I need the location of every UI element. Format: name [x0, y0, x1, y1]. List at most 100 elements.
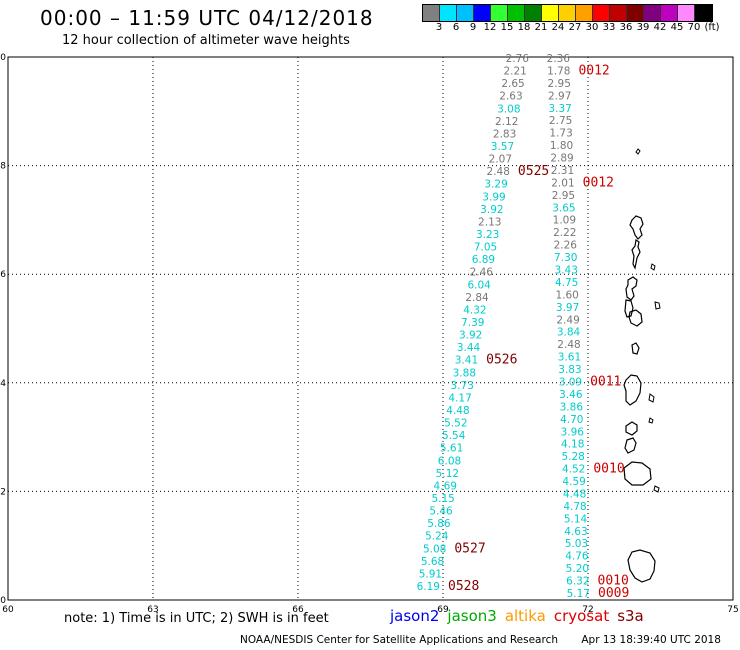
y-tick-label: 6	[0, 270, 6, 280]
wave-height-value: 3.97	[556, 302, 579, 314]
legend-tick: 18	[517, 22, 531, 33]
legend-swatch	[644, 5, 661, 21]
wave-height-value: 5.68	[421, 556, 444, 568]
pass-time-label: 0009	[598, 586, 629, 601]
altimeter-tracks: 2.762.212.652.633.082.122.833.572.072.48…	[417, 53, 630, 601]
legend-swatch	[627, 5, 644, 21]
wave-height-value: 3.57	[491, 141, 514, 153]
wave-height-value: 4.48	[563, 488, 586, 500]
legend-swatch	[593, 5, 610, 21]
wave-height-value: 4.59	[562, 476, 585, 488]
legend-unit: (ft)	[704, 22, 720, 33]
wave-height-value: 4.75	[555, 277, 578, 289]
legend-swatch	[423, 5, 440, 21]
wave-height-value: 3.41	[455, 355, 478, 367]
footnote: note: 1) Time is in UTC; 2) SWH is in fe…	[64, 611, 329, 626]
wave-height-value: 6.32	[566, 576, 589, 588]
legend-tick: 30	[585, 22, 599, 33]
wave-height-value: 3.99	[482, 191, 505, 203]
x-tick-label: 69	[437, 605, 449, 615]
legend-swatch	[661, 5, 678, 21]
wave-height-value: 5.52	[444, 418, 467, 430]
wave-height-value: 4.52	[562, 464, 585, 476]
wave-height-value: 2.36	[547, 53, 571, 65]
wave-height-value: 6.08	[438, 455, 461, 467]
wave-height-value: 7.05	[474, 242, 497, 254]
legend-tick: 6	[452, 22, 460, 33]
wave-height-value: 1.09	[553, 215, 576, 227]
wave-height-value: 2.84	[465, 292, 489, 304]
maldives-coastline	[623, 148, 661, 583]
wave-height-value: 5.14	[564, 513, 588, 525]
legend-tick: 45	[670, 22, 684, 33]
wave-height-value: 3.73	[451, 380, 474, 392]
legend-swatch	[525, 5, 542, 21]
legend-tick: 24	[551, 22, 565, 33]
wave-height-value: 5.17	[567, 588, 590, 600]
wave-height-value: 2.83	[493, 128, 516, 140]
wave-height-value: 5.54	[442, 430, 466, 442]
legend-swatch	[491, 5, 508, 21]
wave-height-value: 1.80	[550, 140, 573, 152]
wave-height-value: 4.32	[463, 304, 486, 316]
footer: NOAA/NESDIS Center for Satellite Applica…	[240, 634, 740, 646]
satellite-altika: altika	[504, 607, 546, 625]
wave-height-value: 4.78	[563, 501, 586, 513]
pass-time-label: 0525	[518, 164, 549, 179]
satellite-jason3: jason3	[447, 607, 497, 625]
wave-height-value: 1.60	[555, 289, 578, 301]
wave-height-value: 2.13	[478, 216, 501, 228]
wave-height-value: 3.96	[561, 426, 585, 438]
wave-height-value: 2.12	[495, 116, 518, 128]
wave-height-value: 6.89	[472, 254, 495, 266]
legend-tick: 9	[469, 22, 477, 33]
wave-height-value: 4.48	[446, 405, 469, 417]
map-subtitle: 12 hour collection of altimeter wave hei…	[62, 33, 350, 48]
wave-height-value: 5.24	[425, 531, 449, 543]
wave-height-value: 5.20	[566, 563, 589, 575]
wave-height-value: 4.76	[565, 551, 589, 563]
legend-swatch	[474, 5, 491, 21]
legend-swatch	[576, 5, 593, 21]
wave-height-value: 3.43	[555, 265, 578, 277]
wave-height-value: 3.61	[558, 352, 581, 364]
y-tick-label: 10	[0, 53, 6, 63]
wave-height-value: 2.65	[501, 78, 524, 90]
wave-height-value: 2.95	[552, 190, 575, 202]
legend-tick: 36	[619, 22, 633, 33]
legend-tick: 15	[500, 22, 514, 33]
legend-swatch	[610, 5, 627, 21]
wave-height-value: 7.30	[554, 252, 577, 264]
y-tick-label: 0	[0, 596, 6, 606]
wave-height-value: 2.76	[506, 53, 530, 65]
wave-height-value: 1.73	[549, 128, 572, 140]
satellite-s3a: s3a	[617, 607, 644, 625]
x-tick-label: 63	[147, 605, 158, 615]
wave-height-value: 3.83	[558, 364, 581, 376]
pass-time-label: 0010	[593, 462, 624, 477]
wave-height-value: 3.65	[552, 202, 575, 214]
legend-tick: 39	[636, 22, 650, 33]
wave-height-value: 3.29	[484, 179, 507, 191]
wave-height-value: 7.39	[461, 317, 484, 329]
wave-height-value: 4.69	[434, 480, 457, 492]
map-border	[7, 56, 734, 601]
y-tick-label: 2	[0, 487, 6, 497]
wave-height-value: 2.22	[553, 227, 576, 239]
wave-height-value: 3.92	[459, 330, 482, 342]
legend-tick: 27	[568, 22, 582, 33]
legend-tick: 21	[534, 22, 548, 33]
wave-height-value: 5.61	[440, 443, 463, 455]
generated-timestamp: Apr 13 18:39:40 UTC 2018	[581, 634, 721, 646]
wave-height-value: 4.17	[448, 392, 471, 404]
satellite-jason2: jason2	[390, 607, 440, 625]
x-tick-label: 66	[292, 605, 304, 615]
wave-height-value: 5.86	[427, 518, 451, 530]
agency-credit: NOAA/NESDIS Center for Satellite Applica…	[240, 634, 558, 646]
legend-tick: 33	[602, 22, 616, 33]
wave-height-value: 2.21	[503, 66, 526, 78]
legend-swatch	[559, 5, 576, 21]
wave-height-value: 6.19	[417, 581, 440, 593]
wave-height-value: 4.18	[561, 439, 584, 451]
